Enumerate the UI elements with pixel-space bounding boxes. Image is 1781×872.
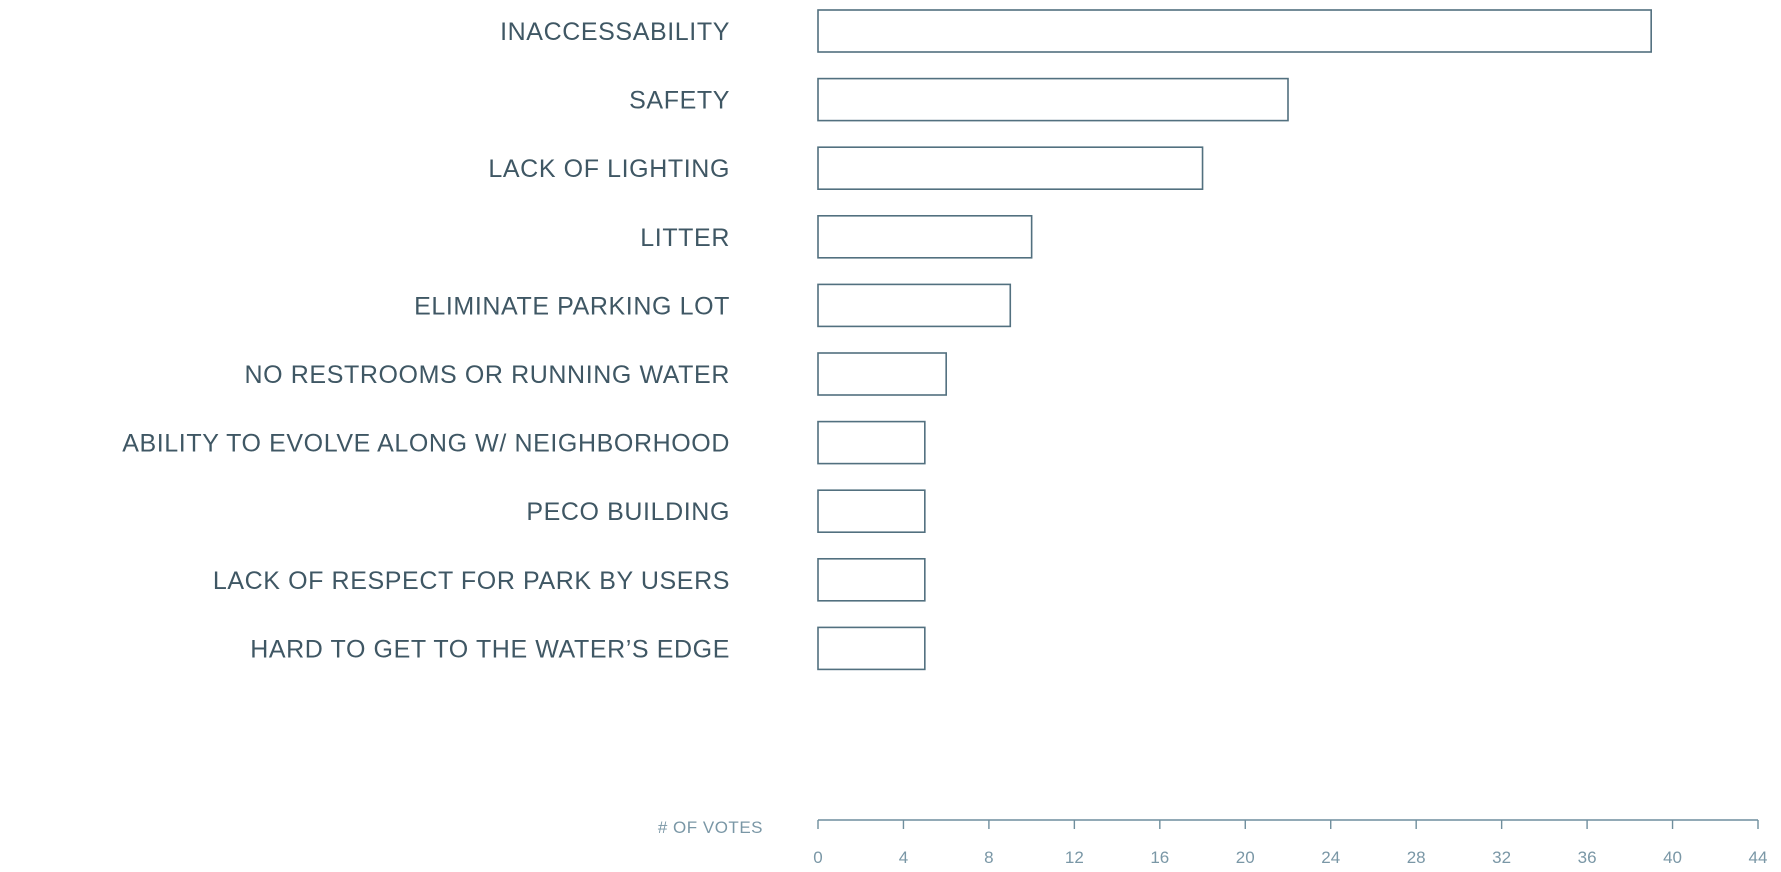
x-tick-label: 36: [1578, 848, 1597, 867]
bar: [817, 283, 1012, 328]
bar: [817, 215, 1033, 259]
category-label: ABILITY TO EVOLVE ALONG W/ NEIGHBORHOOD: [122, 430, 730, 458]
x-tick-label: 28: [1407, 848, 1426, 867]
bar: [817, 557, 926, 602]
x-tick-label: 40: [1663, 848, 1682, 867]
x-tick-label: 12: [1065, 848, 1084, 867]
x-tick-label: 32: [1492, 848, 1511, 867]
category-label: PECO BUILDING: [526, 498, 730, 526]
x-tick-label: 8: [984, 848, 993, 867]
bar: [817, 420, 926, 465]
category-label: INACCESSABILITY: [500, 18, 730, 46]
category-labels: INACCESSABILITY SAFETY LACK OF LIGHTING LIT…: [122, 18, 730, 663]
x-tick-label: 4: [899, 848, 908, 867]
bars-group: [817, 9, 1652, 671]
x-tick-label: 20: [1236, 848, 1255, 867]
x-tick-label: 0: [813, 848, 822, 867]
category-label: HARD TO GET TO THE WATER’S EDGE: [250, 635, 730, 663]
x-tick-label: 24: [1321, 848, 1340, 867]
category-label: LACK OF LIGHTING: [488, 155, 730, 183]
bar: [817, 9, 1652, 53]
bar: [817, 626, 926, 671]
category-label: LACK OF RESPECT FOR PARK BY USERS: [213, 567, 730, 595]
bar: [817, 77, 1289, 122]
x-axis-title: # OF VOTES: [658, 818, 763, 837]
category-label: SAFETY: [629, 87, 730, 115]
category-label: NO RESTROOMS OR RUNNING WATER: [245, 361, 730, 389]
bar: [817, 489, 926, 534]
category-label: ELIMINATE PARKING LOT: [414, 292, 730, 320]
bar: [817, 352, 947, 396]
x-axis: # OF VOTES 0 4 8 12 16 20 24 28 32 36 40 44: [658, 818, 1768, 867]
bar: [817, 146, 1204, 190]
x-tick-label: 44: [1749, 848, 1768, 867]
x-tick-label: 16: [1150, 848, 1169, 867]
category-label: LITTER: [640, 224, 730, 252]
